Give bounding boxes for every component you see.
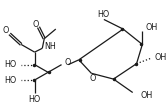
Text: O: O [32, 20, 39, 29]
Text: HO: HO [29, 95, 41, 104]
Text: O: O [65, 58, 71, 67]
Text: HO: HO [4, 75, 16, 84]
Text: OH: OH [145, 23, 157, 32]
Text: OH: OH [140, 91, 153, 100]
Text: OH: OH [155, 53, 167, 62]
Text: HO: HO [98, 10, 110, 19]
Text: O: O [89, 74, 95, 83]
Text: O: O [3, 27, 9, 36]
Text: HO: HO [4, 60, 16, 69]
Text: NH: NH [44, 42, 56, 51]
